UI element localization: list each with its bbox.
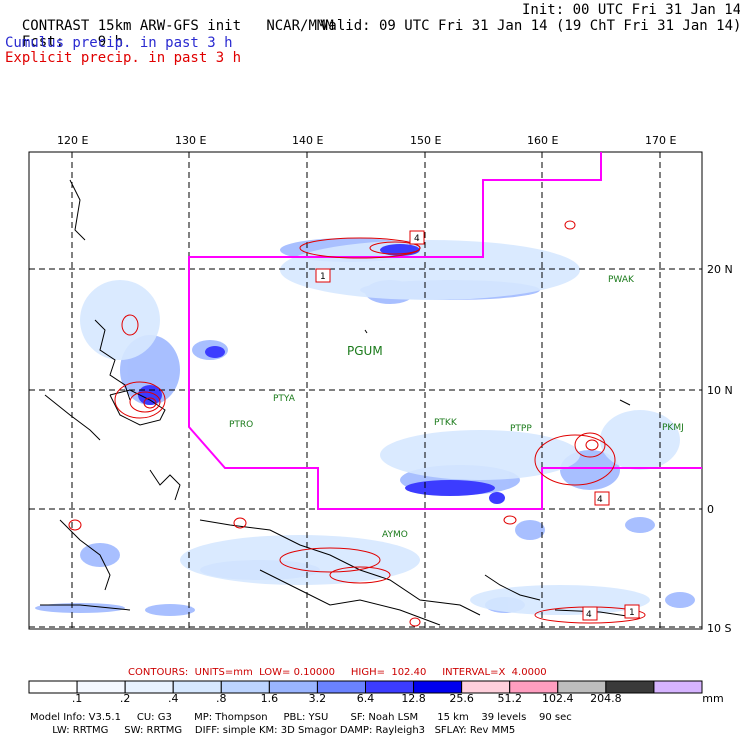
lon-label-150: 150 E	[410, 134, 442, 147]
contour-label: 4	[586, 610, 592, 620]
lat-label-20n: 20 N	[707, 263, 733, 276]
colorbar-swatch	[653, 680, 703, 694]
contour-label: 1	[320, 272, 326, 282]
lon-label-160: 160 E	[527, 134, 559, 147]
colorbar-tick-label: 102.4	[542, 692, 574, 705]
graticule	[29, 152, 702, 629]
colorbar-swatch	[172, 680, 222, 694]
colorbar-tick-label: 204.8	[590, 692, 622, 705]
station-pgum: PGUM	[347, 344, 383, 358]
station-aymo: AYMO	[382, 530, 408, 540]
colorbar-tick-label: .1	[71, 692, 83, 705]
boundary-lines	[188, 152, 702, 510]
station-ptkk: PTKK	[434, 418, 458, 428]
lon-label-140: 140 E	[292, 134, 324, 147]
lon-label-170: 170 E	[645, 134, 677, 147]
colorbar-swatch	[124, 680, 174, 694]
colorbar-tick-label: .8	[216, 692, 227, 705]
station-pkmj: PKMJ	[662, 423, 684, 433]
lat-label-10s: 10 S	[707, 622, 732, 635]
forecast-label: Fcst:	[21, 34, 65, 50]
colorbar	[28, 680, 703, 694]
lat-label-0: 0	[707, 503, 714, 516]
colorbar-tick-label: 51.2	[497, 692, 522, 705]
lon-label-130: 130 E	[175, 134, 207, 147]
cumulus-legend: Cumulus precip. in past 3 h	[5, 35, 233, 51]
model-name: CONTRAST 15km ARW-GFS init	[21, 18, 242, 34]
lon-label-120: 120 E	[57, 134, 89, 147]
station-ptya: PTYA	[273, 394, 296, 404]
contour-label: 1	[629, 608, 635, 618]
colorbar-tick-label: 12.8	[401, 692, 426, 705]
colorbar-unit: mm	[702, 692, 724, 705]
colorbar-swatch	[28, 680, 78, 694]
contour-labels: 4 1 4 1 4	[315, 230, 640, 621]
explicit-precip-contours	[68, 220, 646, 627]
explicit-legend: Explicit precip. in past 3 h	[5, 50, 242, 66]
contour-label: 4	[414, 234, 420, 244]
contour-label: 4	[597, 495, 603, 505]
colorbar-swatch	[76, 680, 126, 694]
colorbar-tick-label: 25.6	[449, 692, 474, 705]
station-pwak: PWAK	[608, 275, 635, 285]
init-time: Init: 00 UTC Fri 31 Jan 14	[522, 2, 740, 18]
colorbar-tick-label: 1.6	[260, 692, 279, 705]
station-ptro: PTRO	[229, 420, 253, 430]
valid-time: Valid: 09 UTC Fri 31 Jan 14 (19 ChT Fri …	[320, 18, 740, 34]
model-info-line1: Model Info: V3.5.1 CU: G3 MP: Thompson P…	[30, 712, 572, 723]
stations: PWAK PGUM PTYA PTRO PTKK PTPP PKMJ AYMO	[229, 275, 684, 540]
cumulus-precip-areas	[35, 238, 695, 616]
forecast-value: 9 h	[97, 34, 124, 50]
model-org: NCAR/MMM	[266, 18, 334, 34]
contours-info: CONTOURS: UNITS=mm LOW= 0.10000 HIGH= 10…	[128, 667, 547, 678]
lat-label-10n: 10 N	[707, 384, 733, 397]
colorbar-tick-label: 6.4	[356, 692, 375, 705]
station-ptpp: PTPP	[510, 424, 532, 434]
forecast-hour: Fcst: 9 h	[5, 18, 123, 50]
colorbar-tick-label: .4	[167, 692, 179, 705]
colorbar-tick-label: 3.2	[308, 692, 327, 705]
colorbar-tick-label: .2	[119, 692, 131, 705]
model-info-line2: LW: RRTMG SW: RRTMG DIFF: simple KM: 3D …	[30, 725, 516, 736]
model-title: CONTRAST 15km ARW-GFS init NCAR/MMM	[5, 2, 334, 34]
